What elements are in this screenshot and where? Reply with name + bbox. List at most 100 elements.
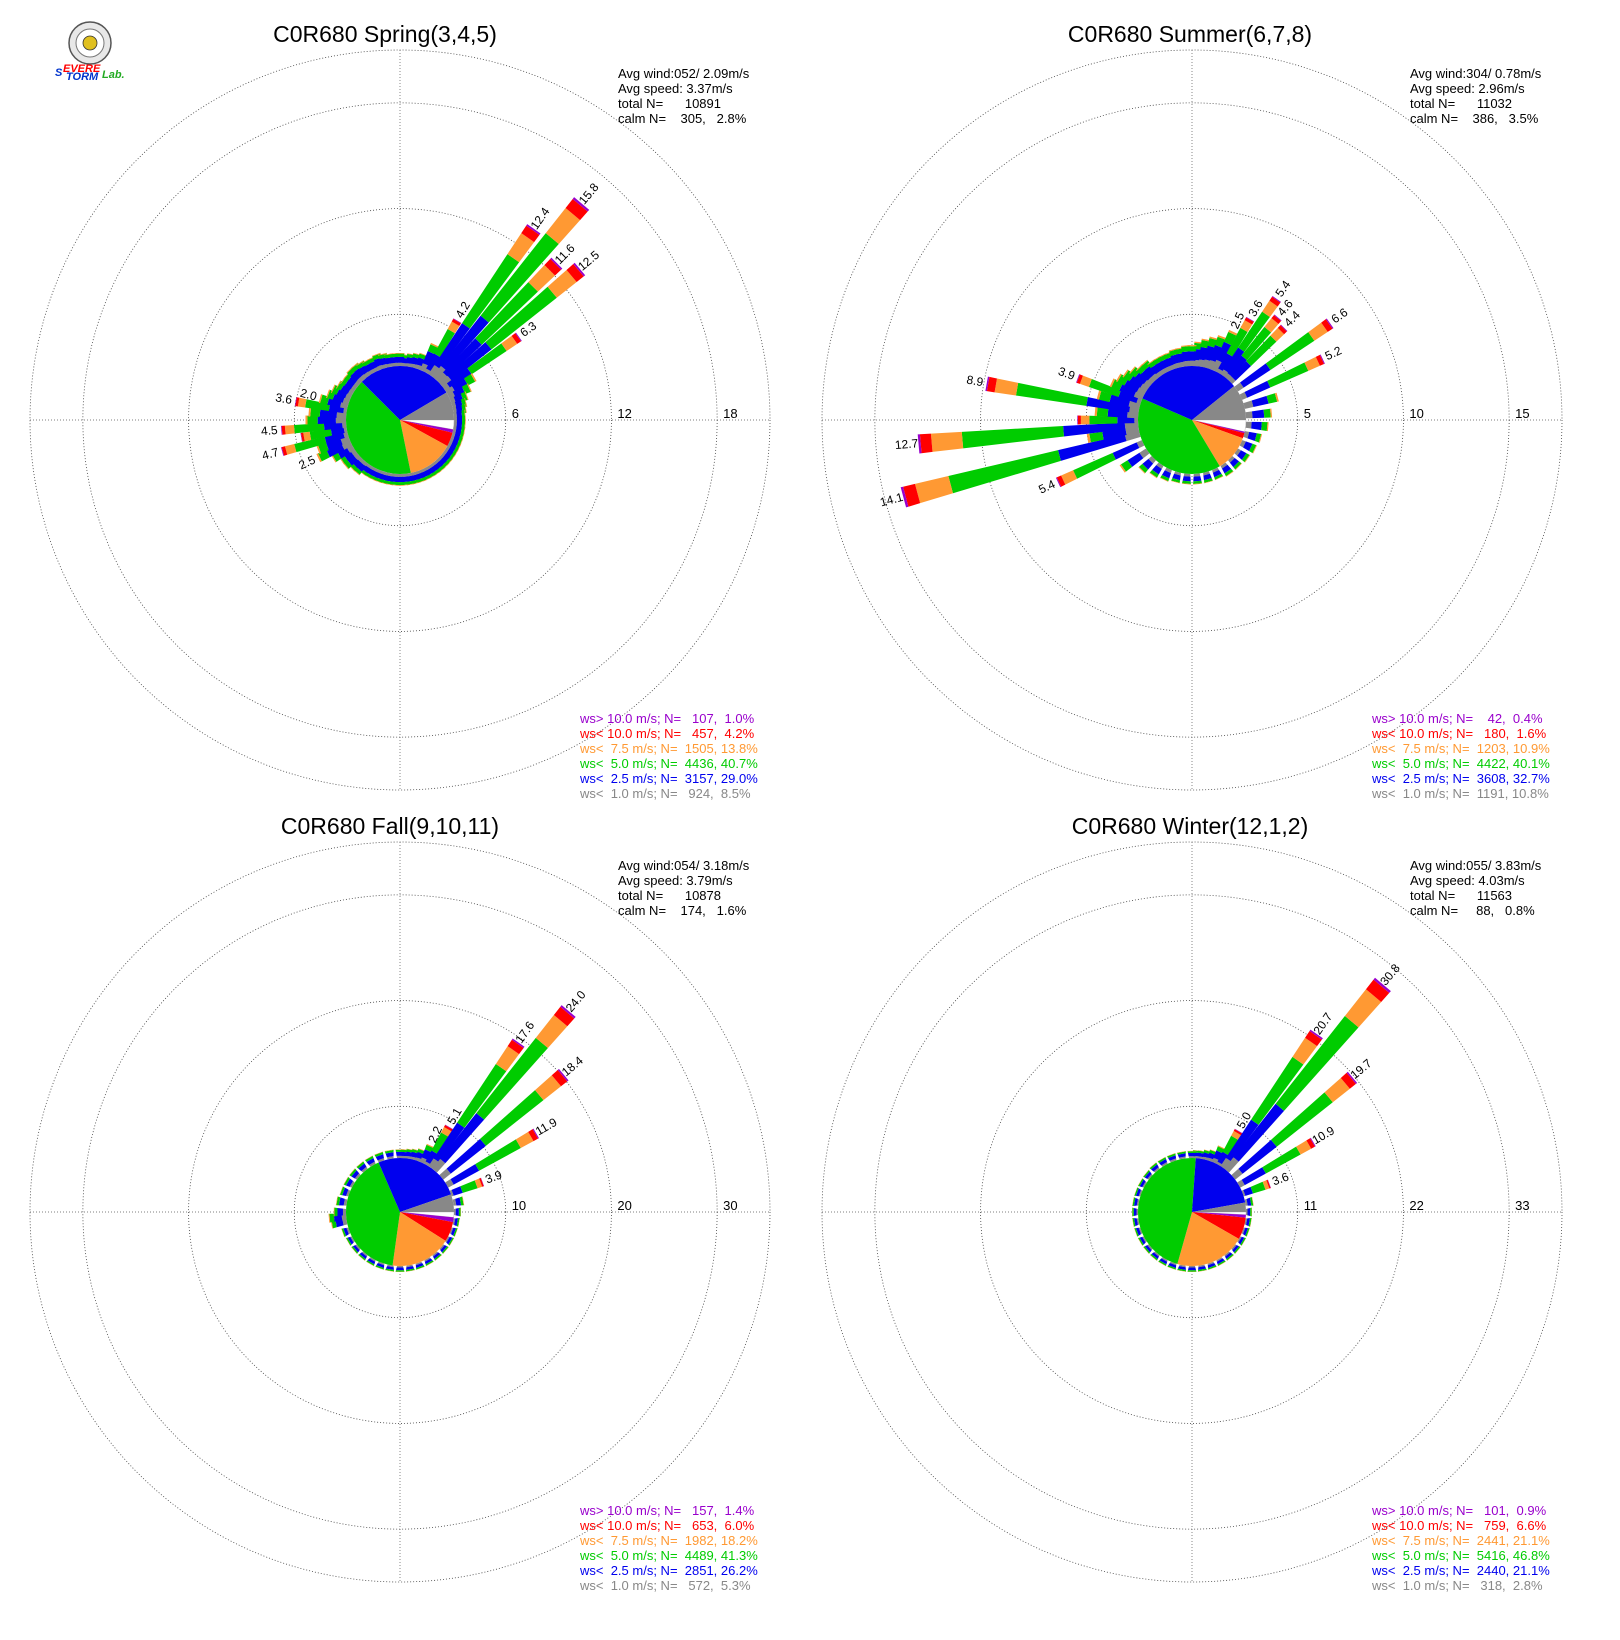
- petal-segment: [495, 1046, 520, 1072]
- petal: [432, 1251, 443, 1261]
- petal: [1212, 329, 1238, 373]
- center-pie-slice: [400, 1212, 454, 1241]
- petal: [1216, 1257, 1226, 1267]
- petal-segment: [341, 1228, 345, 1238]
- petal-segment: [545, 207, 581, 244]
- petal-segment: [1159, 1258, 1168, 1265]
- petal-label: 2.5: [297, 452, 318, 472]
- legend-entry: ws< 1.0 m/s; N= 924, 8.5%: [579, 786, 751, 801]
- petal-segment: [1137, 1178, 1143, 1186]
- petal: [445, 1236, 455, 1246]
- petal-label: 4.5: [260, 423, 278, 438]
- petal: [333, 1207, 346, 1217]
- petal-segment: [1249, 443, 1257, 454]
- petal-segment: [356, 1161, 365, 1169]
- petal-segment: [1061, 470, 1078, 485]
- petal-segment: [1132, 1217, 1134, 1227]
- petal: [395, 1266, 405, 1272]
- petal-segment: [1167, 1153, 1176, 1158]
- petal-segment: [1161, 470, 1171, 479]
- petal: [341, 1227, 351, 1238]
- petal-segment: [336, 387, 348, 399]
- petal-segment: [1231, 1244, 1237, 1251]
- petal-segment: [1238, 1139, 1277, 1174]
- petal-segment: [1128, 399, 1141, 409]
- grid-ring: [188, 208, 612, 632]
- petal-segment: [434, 329, 455, 358]
- petal: [1244, 1217, 1252, 1227]
- petal-segment: [395, 352, 405, 354]
- petal-segment: [903, 483, 921, 507]
- petal-segment: [325, 389, 331, 399]
- petal-segment: [1304, 356, 1320, 371]
- petal-segment: [1149, 469, 1159, 478]
- petal-segment: [480, 1177, 485, 1187]
- petal-segment: [1156, 462, 1164, 470]
- petal-segment: [405, 1270, 415, 1272]
- petal-segment: [1015, 382, 1088, 406]
- petal: [343, 1176, 355, 1188]
- petal-segment: [1267, 1179, 1271, 1189]
- petal-segment: [1231, 1168, 1243, 1180]
- petal-segment: [375, 1266, 384, 1270]
- petal-segment: [406, 1268, 415, 1272]
- petal-segment: [1241, 326, 1272, 361]
- petal-segment: [1243, 400, 1254, 409]
- petal-segment: [1346, 1071, 1358, 1084]
- petal-segment: [386, 1156, 394, 1160]
- petal-segment: [1252, 445, 1258, 454]
- petal-segment: [475, 1139, 521, 1171]
- petal: [1134, 1187, 1143, 1197]
- petal-segment: [436, 372, 448, 384]
- petal-segment: [430, 342, 440, 349]
- petal: [985, 376, 1140, 414]
- petal-segment: [1122, 369, 1129, 378]
- petal: [280, 431, 349, 456]
- petal-segment: [1266, 1179, 1271, 1189]
- petal-segment: [1274, 392, 1279, 402]
- petal-segment: [338, 1197, 345, 1206]
- petal-segment: [358, 1163, 367, 1172]
- petal-segment: [1233, 461, 1242, 470]
- center-pie-slice: [392, 1212, 446, 1266]
- petal-segment: [329, 1213, 335, 1223]
- petal-segment: [1231, 360, 1252, 381]
- petal: [1244, 1196, 1254, 1206]
- panel-title: C0R680 Winter(12,1,2): [1072, 813, 1309, 839]
- petal-segment: [1204, 345, 1216, 362]
- ring-label: 33: [1515, 1198, 1529, 1213]
- petal-segment: [1261, 422, 1268, 431]
- petal-segment: [1161, 1257, 1168, 1262]
- petal: [305, 415, 346, 425]
- petal-segment: [1212, 359, 1223, 373]
- petal-segment: [1132, 1197, 1136, 1206]
- petal-segment: [1373, 977, 1391, 993]
- petal-segment: [1177, 1268, 1186, 1272]
- legend-entry: ws> 10.0 m/s; N= 101, 0.9%: [1371, 1503, 1547, 1518]
- petal-segment: [1143, 1246, 1150, 1255]
- petal-segment: [1269, 296, 1281, 307]
- petal-segment: [318, 394, 323, 404]
- petal: [356, 1161, 368, 1173]
- petal-segment: [1226, 1254, 1235, 1261]
- petal-segment: [1272, 296, 1281, 303]
- petal-segment: [1237, 1179, 1245, 1188]
- petal-segment: [1080, 415, 1090, 425]
- petal-segment: [349, 1168, 356, 1176]
- petal-segment: [351, 1246, 358, 1255]
- petal-segment: [440, 315, 489, 371]
- petal-segment: [1142, 1181, 1147, 1188]
- petal-segment: [547, 269, 577, 298]
- petal-segment: [1212, 467, 1219, 473]
- petal-segment: [1058, 434, 1127, 461]
- petal-segment: [1178, 1156, 1186, 1160]
- petal-segment: [366, 1260, 375, 1266]
- petal-segment: [1229, 457, 1240, 468]
- petal-segment: [293, 423, 325, 434]
- petal-segment: [475, 282, 538, 345]
- petal-segment: [307, 415, 318, 425]
- petal: [454, 1207, 461, 1217]
- petal-segment: [1161, 1162, 1168, 1167]
- petal-segment: [1159, 477, 1169, 482]
